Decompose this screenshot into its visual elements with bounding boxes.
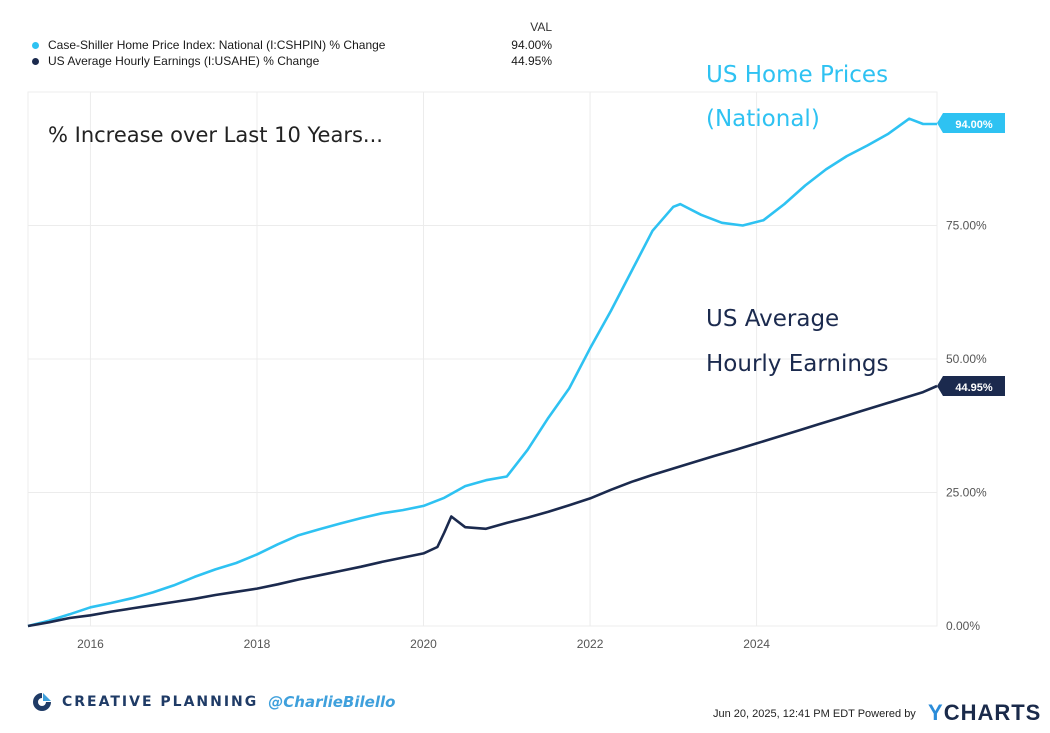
- end-label-hourly-earnings: 44.95%: [937, 376, 1005, 396]
- x-tick-label-2024: 2024: [743, 637, 770, 651]
- creative-planning-logo-icon: [33, 693, 51, 711]
- y-tick-label-75: 75.00%: [946, 219, 987, 233]
- legend-value-header: VAL: [530, 20, 552, 34]
- axis-ticks: 2016 2018 2020 2022 2024 0.00% 25.00% 50.00% 75.…: [77, 219, 987, 652]
- ycharts-logo-y: Y: [928, 700, 944, 725]
- end-label-home-prices-text: 94.00%: [955, 119, 993, 131]
- x-tick-label-2022: 2022: [577, 637, 604, 651]
- earnings-annotation-line2: Hourly Earnings: [706, 351, 889, 377]
- ycharts-logo-text: CHARTS: [943, 700, 1042, 725]
- end-label-home-prices: 94.00%: [937, 113, 1005, 133]
- y-tick-label-50: 50.00%: [946, 352, 987, 366]
- series-line-home-prices: [27, 117, 937, 628]
- author-handle[interactable]: @CharlieBilello: [268, 693, 396, 711]
- brand-name: CREATIVE PLANNING: [62, 694, 259, 710]
- legend-item-home-prices[interactable]: Case-Shiller Home Price Index: National …: [32, 38, 552, 54]
- timestamp: Jun 20, 2025, 12:41 PM EDT Powered by: [713, 708, 916, 720]
- legend-value-home-prices: 94.00%: [511, 38, 552, 52]
- chart-headline: % Increase over Last 10 Years...: [48, 123, 383, 147]
- x-tick-label-2016: 2016: [77, 637, 104, 651]
- series-layer: [27, 117, 938, 628]
- legend-item-hourly-earnings[interactable]: US Average Hourly Earnings (I:USAHE) % C…: [32, 54, 552, 70]
- legend-dot-home-prices: [32, 42, 39, 49]
- legend-value-hourly-earnings: 44.95%: [511, 54, 552, 68]
- legend-label-home-prices: Case-Shiller Home Price Index: National …: [48, 38, 386, 52]
- home-prices-annotation-line2: (National): [706, 106, 820, 132]
- y-tick-label-25: 25.00%: [946, 486, 987, 500]
- x-tick-label-2020: 2020: [410, 637, 437, 651]
- ycharts-logo[interactable]: YCHARTS: [928, 700, 1041, 726]
- x-tick-label-2018: 2018: [244, 637, 271, 651]
- home-prices-annotation-line1: US Home Prices: [706, 62, 888, 88]
- earnings-annotation-line1: US Average: [706, 306, 839, 332]
- legend-dot-hourly-earnings: [32, 58, 39, 65]
- end-label-hourly-earnings-text: 44.95%: [955, 382, 993, 394]
- y-tick-label-0: 0.00%: [946, 619, 980, 633]
- series-line-hourly-earnings: [27, 384, 938, 628]
- legend-label-hourly-earnings: US Average Hourly Earnings (I:USAHE) % C…: [48, 54, 320, 68]
- gridlines: [28, 92, 937, 627]
- footer-brand: CREATIVE PLANNING @CharlieBilello: [32, 692, 395, 712]
